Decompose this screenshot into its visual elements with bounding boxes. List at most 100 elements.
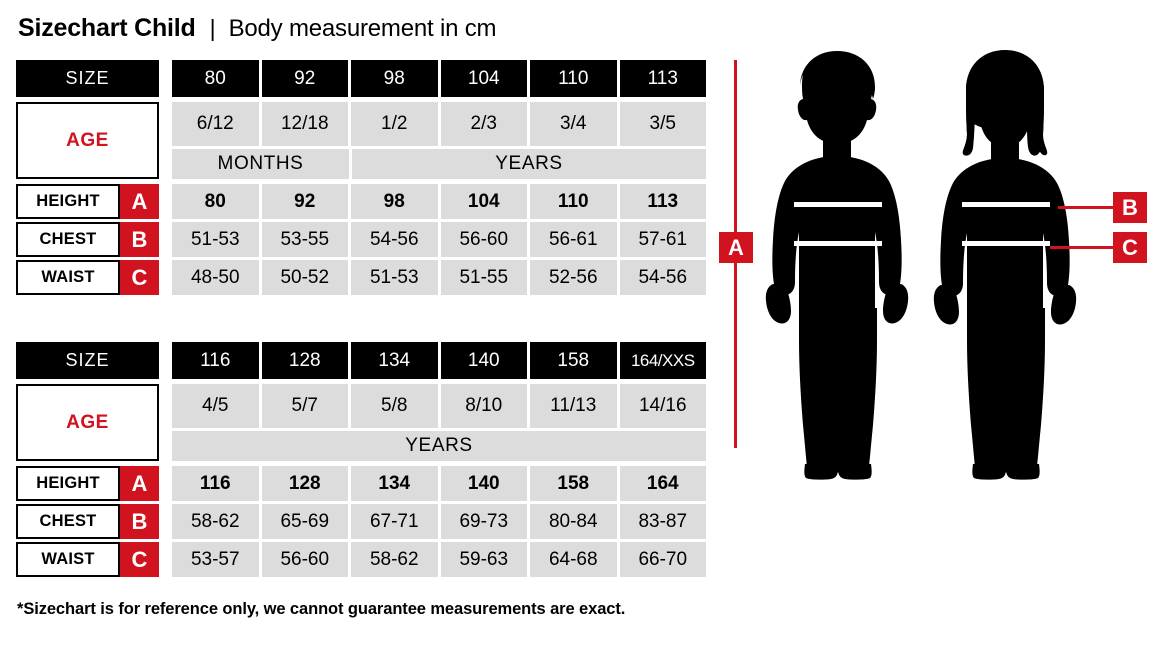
age-cell: 3/4 <box>530 102 617 146</box>
title-separator: | <box>209 15 216 41</box>
size-cell: 134 <box>351 342 438 379</box>
age-cell: 8/10 <box>440 384 527 428</box>
waist-cell: 50-52 <box>261 260 348 295</box>
age-cells-1: 6/12 12/18 1/2 2/3 3/4 3/5 <box>172 102 706 146</box>
badge-a: A <box>120 184 159 219</box>
label-cell-waist: WAIST C <box>16 542 159 577</box>
table-row-waist: WAIST C 53-57 56-60 58-62 59-63 64-68 66-70 <box>16 542 706 577</box>
label-chest: CHEST <box>16 504 120 539</box>
chest-cell: 80-84 <box>530 504 617 539</box>
label-chest: CHEST <box>16 222 120 257</box>
size-cell: 158 <box>530 342 617 379</box>
height-cell: 140 <box>440 466 527 501</box>
height-cells-1: 80 92 98 104 110 113 <box>172 184 706 219</box>
age-cell: 1/2 <box>351 102 438 146</box>
size-cell: 113 <box>619 60 706 97</box>
badge-b: B <box>120 504 159 539</box>
label-height: HEIGHT <box>16 466 120 501</box>
height-cell: 113 <box>619 184 706 219</box>
measurement-illustration: A B C <box>710 40 1169 490</box>
height-cell: 116 <box>172 466 259 501</box>
boy-silhouette <box>765 51 909 480</box>
height-cell: 128 <box>261 466 348 501</box>
size-cell: 116 <box>172 342 259 379</box>
label-cell-size: SIZE <box>16 342 159 379</box>
height-cell: 158 <box>530 466 617 501</box>
marker-a: A <box>719 232 753 263</box>
spacer <box>159 342 172 379</box>
unit-cell: MONTHS <box>172 148 349 179</box>
height-cells-2: 116 128 134 140 158 164 <box>172 466 706 501</box>
marker-b: B <box>1113 192 1147 223</box>
waist-cell: 53-57 <box>172 542 259 577</box>
title-subtitle: Body measurement in cm <box>228 15 497 42</box>
spacer <box>159 184 172 219</box>
label-cell-age: AGE <box>16 102 159 179</box>
size-cell: 92 <box>261 60 348 97</box>
label-cell-chest: CHEST B <box>16 222 159 257</box>
badge-c: C <box>120 260 159 295</box>
waist-cells-1: 48-50 50-52 51-53 51-55 52-56 54-56 <box>172 260 706 295</box>
chest-cell: 67-71 <box>351 504 438 539</box>
size-cells-2: 116 128 134 140 158 164/XXS <box>172 342 706 379</box>
waist-cell: 48-50 <box>172 260 259 295</box>
age-cells-2: 4/5 5/7 5/8 8/10 11/13 14/16 <box>172 384 706 428</box>
label-cell-size: SIZE <box>16 60 159 97</box>
size-cell: 140 <box>440 342 527 379</box>
size-cell: 104 <box>440 60 527 97</box>
table-row-height: HEIGHT A 116 128 134 140 158 164 <box>16 466 706 501</box>
label-age: AGE <box>16 102 159 179</box>
height-cell: 134 <box>351 466 438 501</box>
table-row-chest: CHEST B 58-62 65-69 67-71 69-73 80-84 83-87 <box>16 504 706 539</box>
unit-cells-1: MONTHS YEARS <box>172 148 706 179</box>
age-cell: 11/13 <box>530 384 617 428</box>
waist-leader-line <box>1050 246 1114 249</box>
chest-cell: 83-87 <box>619 504 706 539</box>
waist-cell: 58-62 <box>351 542 438 577</box>
chest-cells-2: 58-62 65-69 67-71 69-73 80-84 83-87 <box>172 504 706 539</box>
spacer <box>159 222 172 257</box>
size-cell: 98 <box>351 60 438 97</box>
chest-cell: 56-60 <box>440 222 527 257</box>
waist-cell: 59-63 <box>440 542 527 577</box>
height-cell: 92 <box>261 184 348 219</box>
girl-silhouette <box>933 50 1077 480</box>
label-cell-height: HEIGHT A <box>16 466 159 501</box>
label-waist: WAIST <box>16 542 120 577</box>
size-cell: 128 <box>261 342 348 379</box>
age-cell: 12/18 <box>261 102 348 146</box>
age-cell: 5/7 <box>261 384 348 428</box>
size-cells-1: 80 92 98 104 110 113 <box>172 60 706 97</box>
spacer <box>159 60 172 97</box>
table-row-waist: WAIST C 48-50 50-52 51-53 51-55 52-56 54-56 <box>16 260 706 295</box>
waist-cell: 51-55 <box>440 260 527 295</box>
chest-cells-1: 51-53 53-55 54-56 56-60 56-61 57-61 <box>172 222 706 257</box>
spacer <box>159 102 172 179</box>
unit-cell: YEARS <box>172 430 706 461</box>
chest-cell: 69-73 <box>440 504 527 539</box>
table-row-chest: CHEST B 51-53 53-55 54-56 56-60 56-61 57-61 <box>16 222 706 257</box>
chest-cell: 53-55 <box>261 222 348 257</box>
size-cell: 164/XXS <box>619 342 706 379</box>
sizechart-table-large: SIZE 116 128 134 140 158 164/XXS AGE 4/5 5/7 5/… <box>16 342 706 577</box>
chest-cell: 51-53 <box>172 222 259 257</box>
height-cell: 110 <box>530 184 617 219</box>
size-cell: 80 <box>172 60 259 97</box>
marker-c: C <box>1113 232 1147 263</box>
spacer <box>159 384 172 461</box>
chest-leader-line <box>1058 206 1114 209</box>
chest-cell: 54-56 <box>351 222 438 257</box>
waist-cell: 66-70 <box>619 542 706 577</box>
height-cell: 98 <box>351 184 438 219</box>
label-cell-age: AGE <box>16 384 159 461</box>
label-cell-chest: CHEST B <box>16 504 159 539</box>
table-row-size: SIZE 116 128 134 140 158 164/XXS <box>16 342 706 379</box>
label-cell-waist: WAIST C <box>16 260 159 295</box>
table-row-size: SIZE 80 92 98 104 110 113 <box>16 60 706 97</box>
label-height: HEIGHT <box>16 184 120 219</box>
height-cell: 164 <box>619 466 706 501</box>
sizechart-table-small: SIZE 80 92 98 104 110 113 AGE 6/12 12/18 1/2 2/3… <box>16 60 706 295</box>
child-figures-svg <box>765 50 1077 480</box>
badge-c: C <box>120 542 159 577</box>
spacer <box>159 260 172 295</box>
